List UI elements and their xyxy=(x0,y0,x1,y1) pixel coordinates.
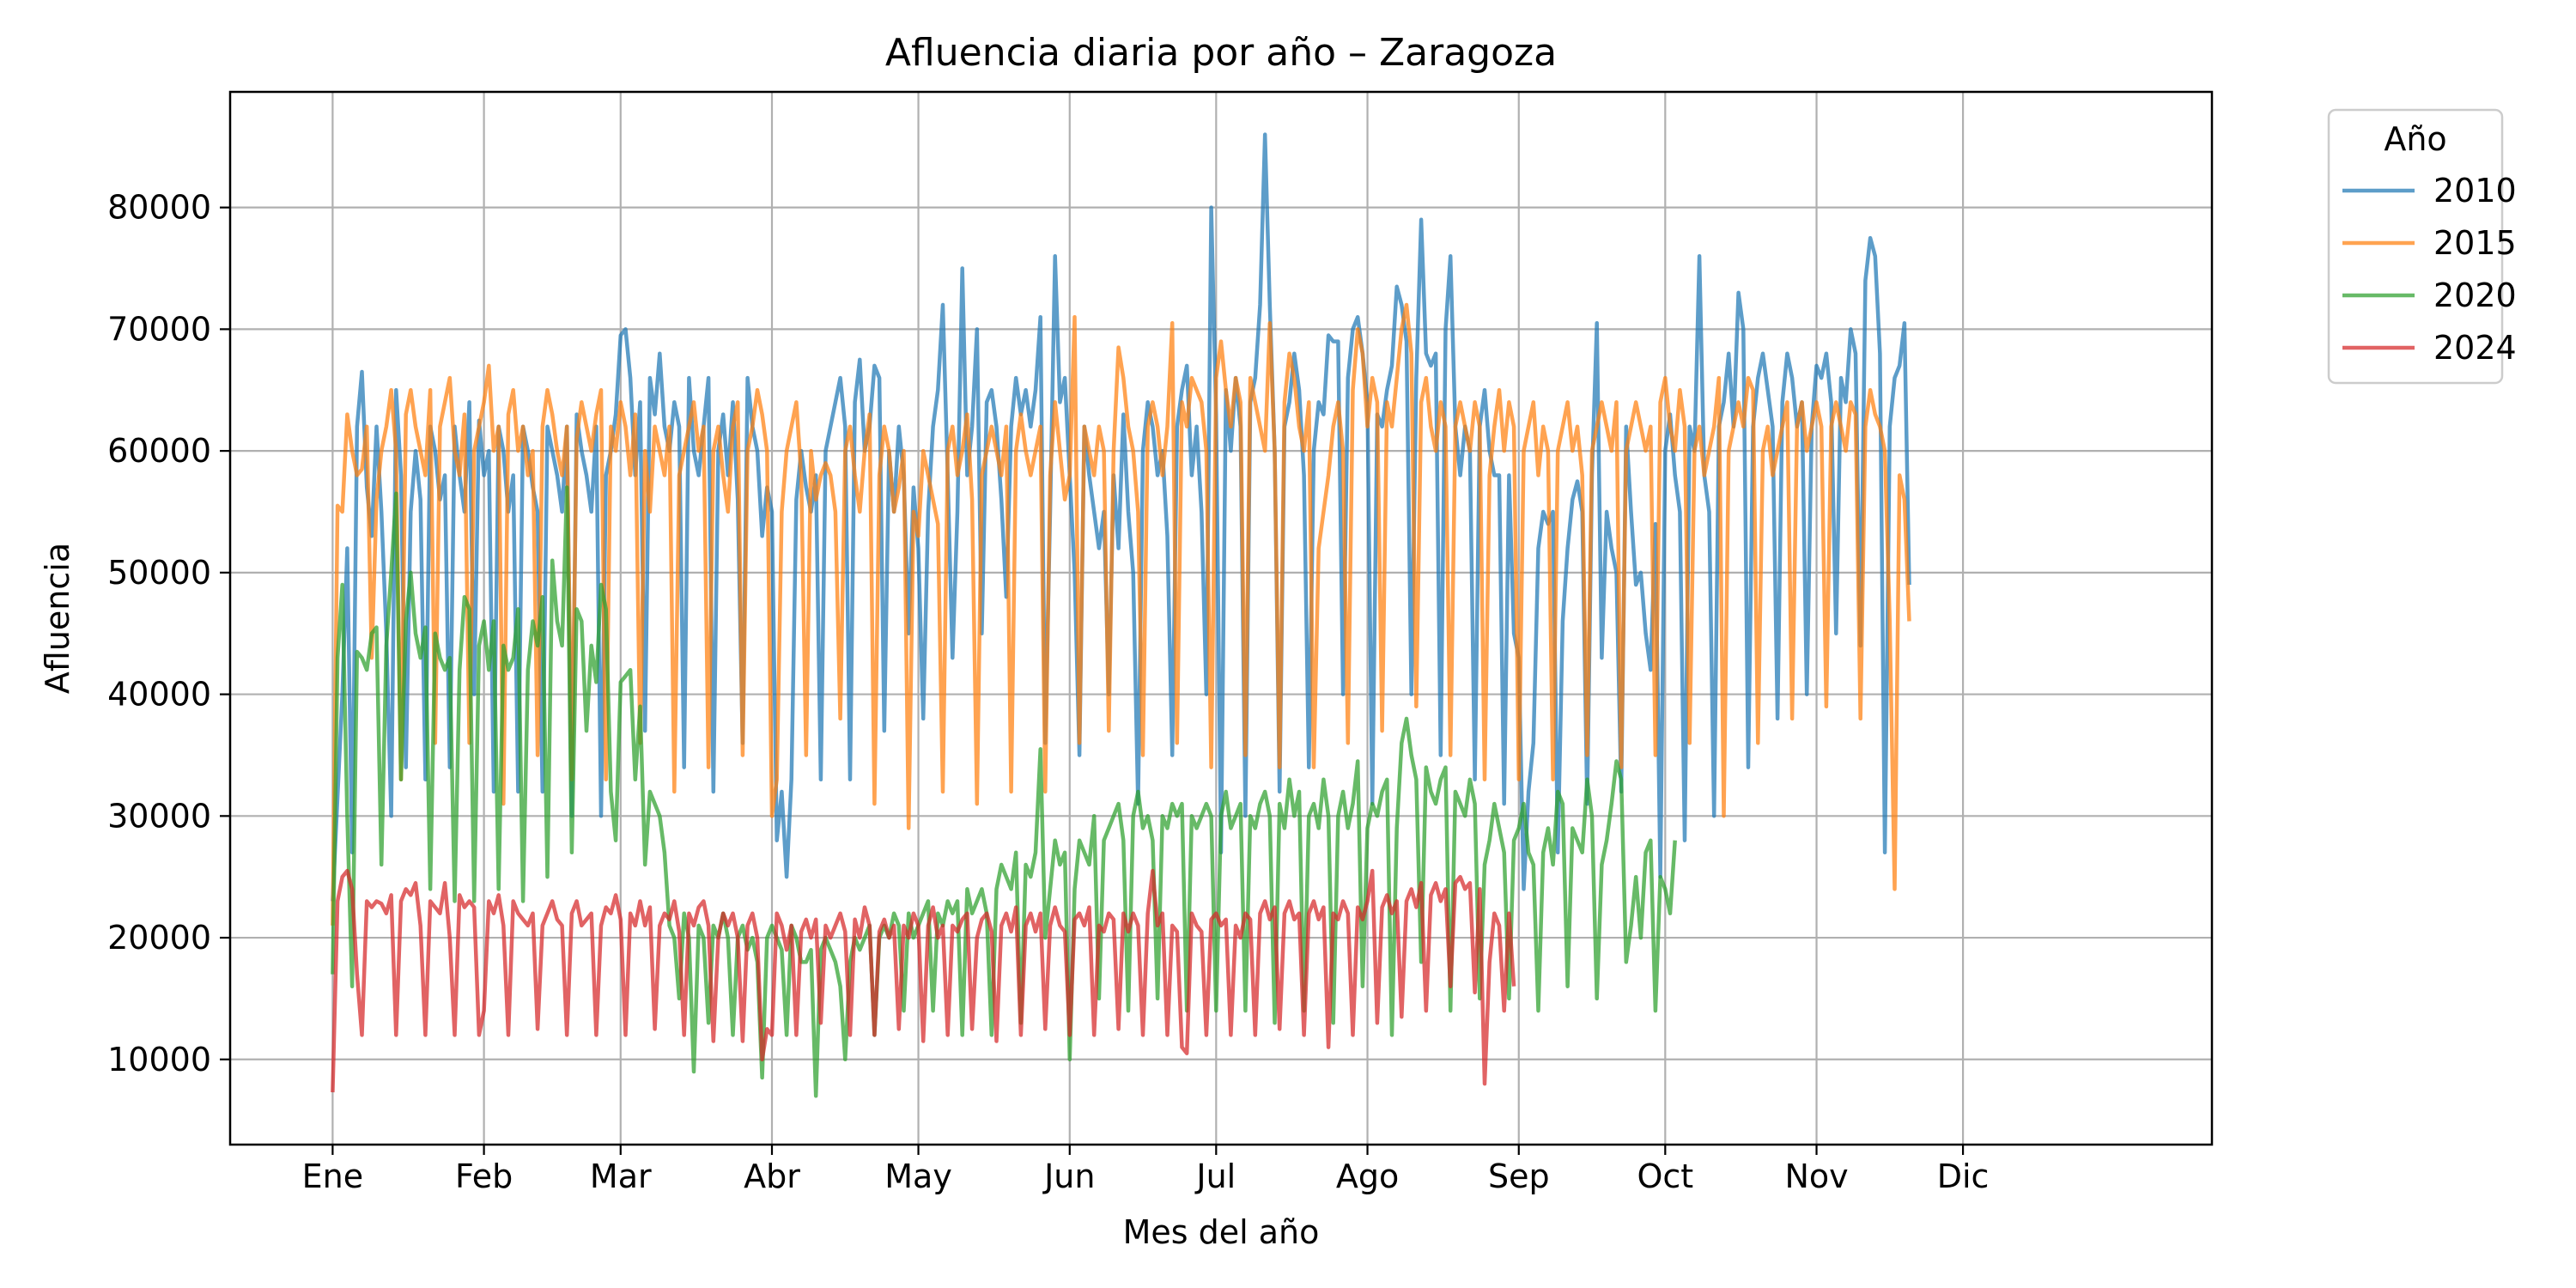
x-tick-label: Ene xyxy=(302,1157,363,1195)
y-tick-label: 80000 xyxy=(107,189,211,227)
x-tick-label: Jul xyxy=(1194,1157,1236,1195)
legend-title: Año xyxy=(2384,120,2446,158)
x-axis-label: Mes del año xyxy=(1123,1213,1320,1251)
legend-label-2020: 2020 xyxy=(2433,276,2517,314)
legend-box xyxy=(2327,108,2504,385)
legend-items: 2010 2015 2020 2024 xyxy=(2342,172,2517,367)
x-tick-label: Dic xyxy=(1937,1157,1990,1195)
plot-frame xyxy=(228,90,2214,1146)
x-tick-label: Feb xyxy=(455,1157,513,1195)
y-tick-label: 40000 xyxy=(107,676,211,714)
y-tick-label: 20000 xyxy=(107,919,211,957)
series-line-2015 xyxy=(331,302,1911,926)
y-tick-label: 50000 xyxy=(107,554,211,592)
series-line-2024 xyxy=(331,868,1516,1093)
chart-title: Afluencia diaria por año – Zaragoza xyxy=(885,31,1557,75)
legend-label-2024: 2024 xyxy=(2433,329,2517,367)
legend: Año 2010 2015 2020 2024 xyxy=(2327,108,2517,385)
y-axis: 10000 20000 30000 40000 50000 60000 70000 80000 xyxy=(107,189,230,1078)
x-tick-label: Nov xyxy=(1784,1157,1848,1195)
x-tick-label: Mar xyxy=(590,1157,652,1195)
x-tick-label: Jun xyxy=(1042,1157,1095,1195)
legend-label-2010: 2010 xyxy=(2433,172,2517,210)
y-axis-label: Afluencia xyxy=(39,543,76,694)
legend-label-2015: 2015 xyxy=(2433,224,2517,262)
y-tick-label: 10000 xyxy=(107,1041,211,1078)
x-tick-label: Oct xyxy=(1637,1157,1693,1195)
y-tick-label: 30000 xyxy=(107,797,211,835)
series-line-2010 xyxy=(331,132,1911,902)
x-tick-label: Ago xyxy=(1336,1157,1399,1195)
x-tick-label: Abr xyxy=(744,1157,800,1195)
series-layer xyxy=(331,132,1911,1098)
y-tick-label: 60000 xyxy=(107,432,211,470)
y-tick-label: 70000 xyxy=(107,310,211,348)
x-tick-label: May xyxy=(884,1157,952,1195)
x-axis: Ene Feb Mar Abr May Jun Jul Ago Sep Oct Nov Dic xyxy=(302,1145,1990,1195)
x-tick-label: Sep xyxy=(1488,1157,1550,1195)
